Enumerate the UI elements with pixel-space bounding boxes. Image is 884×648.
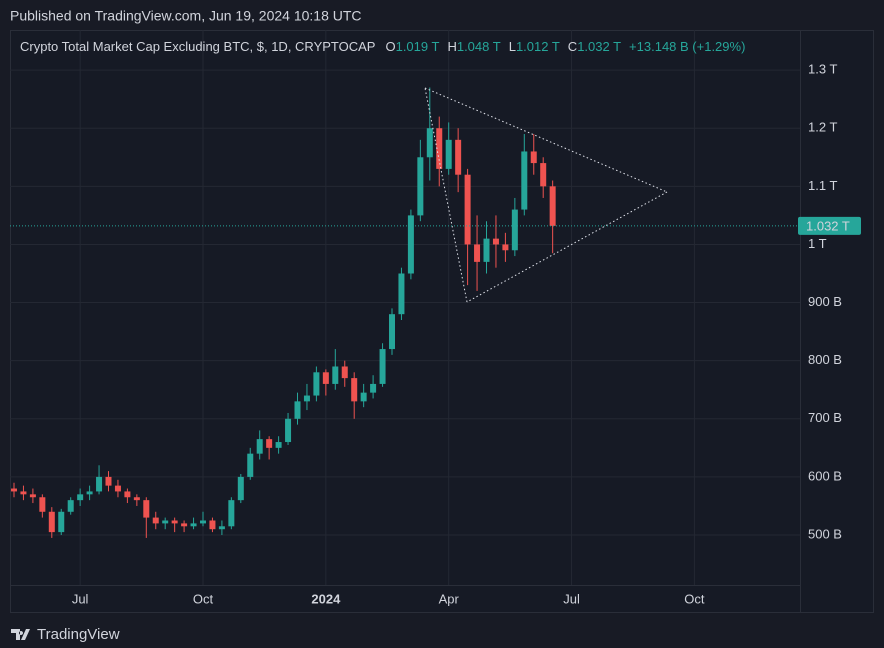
candle-body — [181, 523, 188, 527]
y-tick-label: 500 B — [808, 526, 842, 541]
candle-body — [407, 215, 414, 274]
triangle-drawing — [424, 87, 668, 303]
x-tick-label: Apr — [439, 591, 460, 606]
x-tick-label: Jul — [563, 591, 580, 606]
candle-body — [114, 485, 121, 492]
candle-body — [398, 273, 405, 315]
header: Crypto Total Market Cap Excluding BTC, $… — [20, 39, 745, 54]
candle-body — [275, 442, 282, 448]
candle-body — [209, 520, 216, 530]
candle-body — [417, 157, 424, 216]
candles — [11, 87, 556, 538]
candle-body — [48, 511, 55, 533]
candle-body — [152, 517, 159, 524]
y-tick-label: 1 T — [808, 236, 827, 251]
x-tick-label: Jul — [72, 591, 89, 606]
published-note: Published on TradingView.com, Jun 19, 20… — [10, 8, 362, 24]
candle-body — [332, 366, 339, 384]
candle-body — [256, 439, 263, 454]
candle-body — [464, 174, 471, 245]
y-tick-label: 1.3 T — [808, 62, 837, 77]
header-item: +13.148 B (+1.29%) — [629, 39, 745, 54]
header-item: L — [509, 39, 516, 54]
y-tick-label: 600 B — [808, 468, 842, 483]
candle-body — [190, 523, 197, 527]
candle-body — [218, 526, 225, 530]
candle-body — [266, 439, 273, 448]
candle-body — [322, 372, 329, 384]
candle-body — [303, 395, 310, 402]
header-item: 1.048 T — [457, 39, 501, 54]
candle-body — [228, 500, 235, 527]
candle-body — [511, 209, 518, 251]
header-item: O — [385, 39, 395, 54]
candle-body — [341, 366, 348, 379]
brand: TradingView — [37, 626, 120, 643]
candle-body — [77, 494, 84, 501]
header-item: 1.019 T — [396, 39, 440, 54]
candle-body — [351, 378, 358, 402]
candle-body — [379, 349, 386, 384]
candle-body — [502, 244, 509, 251]
candle-body — [370, 383, 377, 393]
last-price-label: 1.032 T — [806, 218, 850, 233]
header-item: Crypto Total Market Cap Excluding BTC, $… — [20, 39, 375, 54]
grid — [10, 30, 800, 585]
candle-body — [492, 238, 499, 245]
candle-body — [105, 476, 112, 486]
candle-body — [143, 500, 150, 518]
y-tick-label: 800 B — [808, 352, 842, 367]
candle-body — [67, 500, 74, 512]
last-price-box — [798, 216, 861, 235]
candle-body — [436, 128, 443, 169]
x-tick-label: Oct — [193, 591, 214, 606]
candle-body — [521, 151, 528, 210]
candle-body — [483, 238, 490, 262]
header-item: 1.012 T — [516, 39, 560, 54]
candle-body — [96, 476, 103, 492]
y-tick-label: 1.1 T — [808, 178, 837, 193]
candle-body — [200, 520, 206, 524]
candle-body — [426, 128, 433, 158]
overlay: 500 B 600 B 700 B 800 B 900 B 1 T 1.1 T 1.2 T 1.… — [10, 62, 861, 606]
header-item: 1.032 T — [577, 39, 621, 54]
candle-body — [313, 372, 320, 396]
y-tick-label: 900 B — [808, 294, 842, 309]
candle-body — [530, 151, 537, 164]
candle-body — [294, 401, 301, 419]
header-item: C — [568, 39, 577, 54]
candle-body — [39, 497, 46, 512]
candle-body — [455, 139, 462, 175]
candle-body — [58, 511, 65, 533]
header-item: H — [447, 39, 456, 54]
candle-body — [237, 476, 244, 501]
candle-body — [540, 163, 547, 187]
candle-body — [247, 453, 254, 477]
candle-body — [445, 139, 452, 169]
candle-body — [20, 491, 27, 495]
candle-body — [549, 186, 556, 226]
x-tick-label: 2024 — [311, 591, 341, 606]
candle-body — [11, 488, 17, 492]
candle-body — [360, 392, 367, 402]
candle-body — [86, 491, 93, 495]
candle-body — [389, 314, 395, 350]
candle-body — [285, 418, 292, 443]
candle-body — [124, 491, 131, 498]
x-tick-label: Oct — [684, 591, 705, 606]
trendline — [424, 87, 468, 303]
logo — [11, 629, 30, 640]
brand-logo — [11, 629, 30, 640]
pane — [10, 30, 874, 613]
candle-body — [29, 494, 36, 498]
candle-body — [474, 244, 481, 262]
candle-body — [133, 497, 140, 501]
candle-body — [162, 520, 169, 524]
candle-body — [171, 520, 178, 524]
y-tick-label: 1.2 T — [808, 120, 837, 135]
y-tick-label: 700 B — [808, 410, 842, 425]
